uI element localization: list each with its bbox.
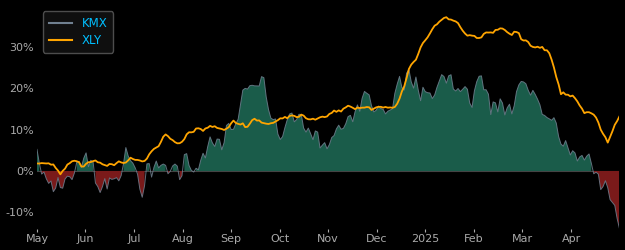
Legend: KMX, XLY: KMX, XLY [43,12,114,53]
